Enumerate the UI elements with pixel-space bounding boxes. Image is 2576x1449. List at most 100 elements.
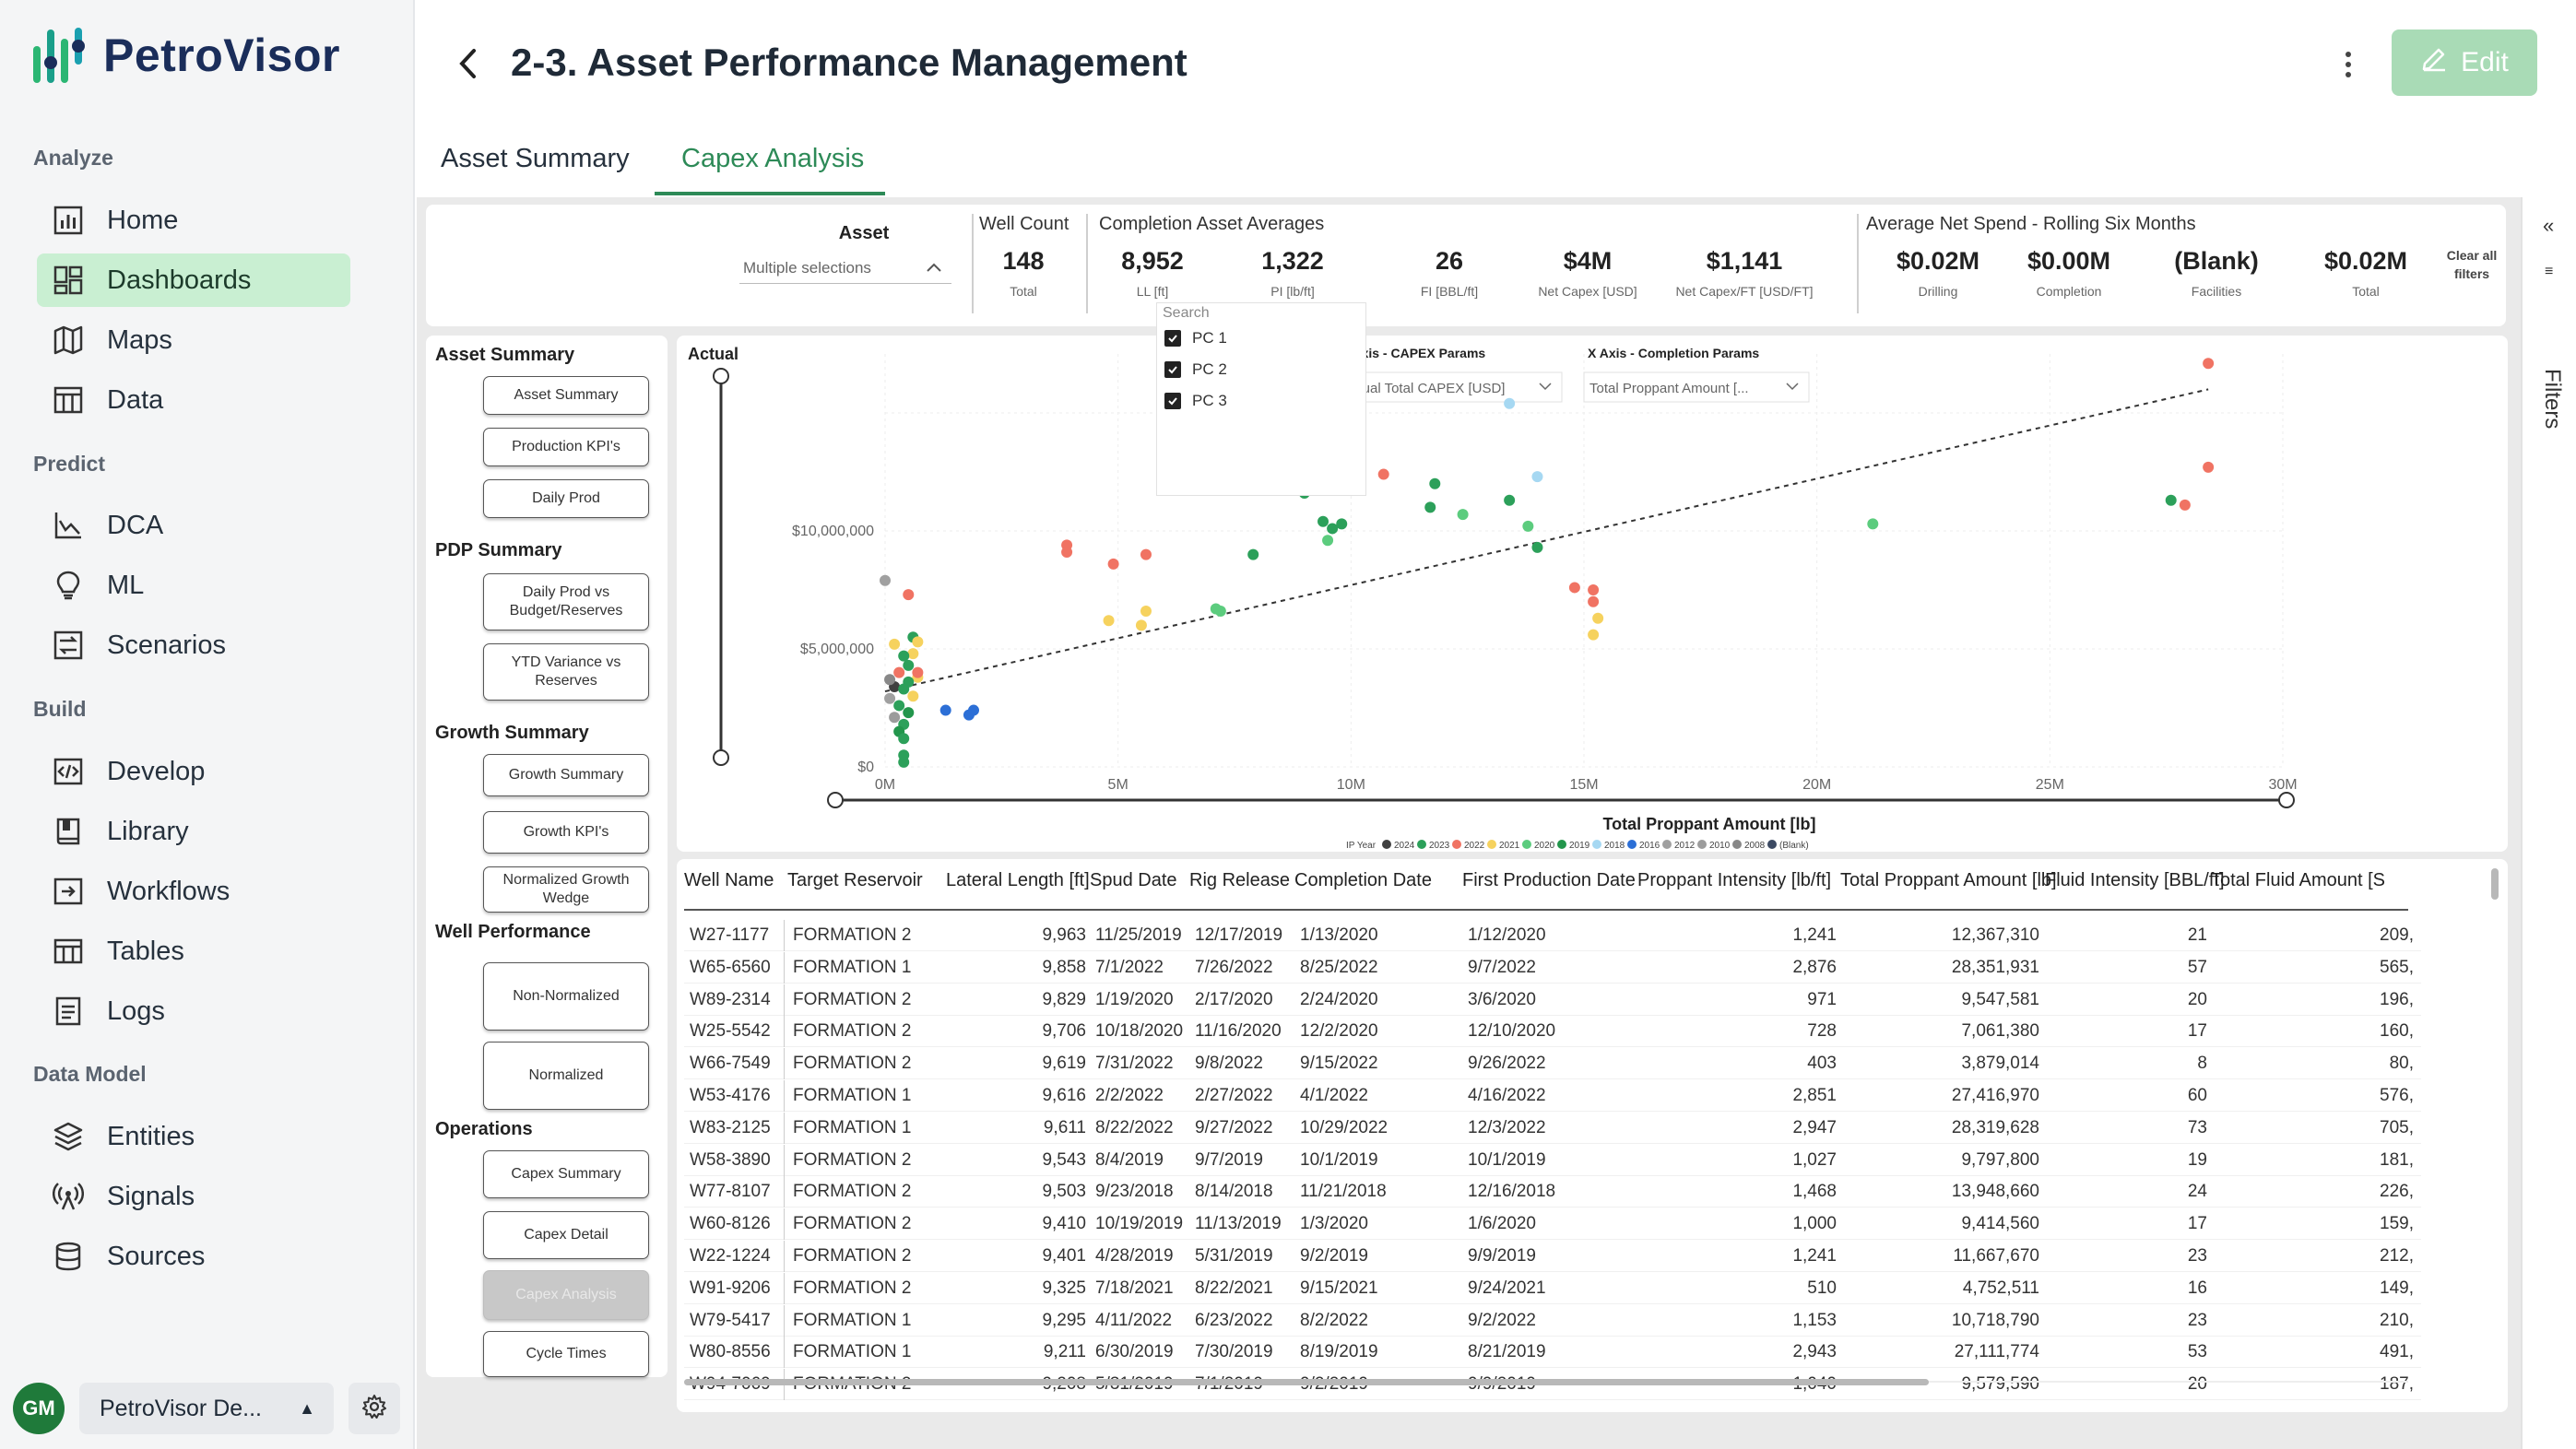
nav-item-data[interactable]: Data bbox=[37, 373, 350, 427]
column-divider bbox=[784, 984, 785, 1016]
kpi-net-capex-value: $4M bbox=[1563, 247, 1613, 275]
column-header[interactable]: First Production Date bbox=[1462, 870, 1636, 890]
slicer-option-label: PC 2 bbox=[1192, 360, 1227, 378]
section-asset-summary: Asset Summary bbox=[435, 345, 575, 365]
column-header[interactable]: Fluid Intensity [BBL/ft] bbox=[2045, 870, 2225, 890]
nav-item-library[interactable]: Library bbox=[37, 805, 350, 858]
table-row[interactable]: W77-8107 FORMATION 2 9,503 9/23/2018 8/14/20… bbox=[684, 1176, 2421, 1208]
back-button[interactable] bbox=[450, 42, 487, 88]
table-row[interactable]: W83-2125 FORMATION 1 9,611 8/22/2022 9/27/20… bbox=[684, 1112, 2421, 1144]
table-cell: W83-2125 bbox=[690, 1117, 771, 1137]
btn-capex-detail[interactable]: Capex Detail bbox=[483, 1211, 649, 1259]
nav-item-sources[interactable]: Sources bbox=[37, 1230, 350, 1283]
column-header[interactable]: Total Proppant Amount [lb] bbox=[1840, 870, 2057, 890]
btn-production-kpis[interactable]: Production KPI's bbox=[483, 428, 649, 466]
x-param-dropdown bbox=[1583, 371, 1810, 403]
table-cell: 11/21/2018 bbox=[1300, 1182, 1387, 1202]
nav-item-home[interactable]: Home bbox=[37, 194, 350, 247]
column-header[interactable]: Lateral Length [ft] bbox=[946, 870, 1090, 890]
nav-item-signals[interactable]: Signals bbox=[37, 1170, 350, 1223]
table-cell: 7/31/2022 bbox=[1095, 1054, 1174, 1074]
table-row[interactable]: W58-3890 FORMATION 2 9,543 8/4/2019 9/7/2019… bbox=[684, 1144, 2421, 1176]
table-cell: 11/25/2019 bbox=[1095, 925, 1182, 945]
horizontal-scrollbar[interactable] bbox=[684, 1379, 1929, 1385]
nav-item-maps[interactable]: Maps bbox=[37, 313, 350, 367]
table-row[interactable]: W53-4176 FORMATION 1 9,616 2/2/2022 2/27/202… bbox=[684, 1080, 2421, 1112]
btn-asset-summary[interactable]: Asset Summary bbox=[483, 376, 649, 415]
slicer-option-pc1[interactable]: PC 1 bbox=[1164, 329, 1227, 348]
column-header[interactable]: Proppant Intensity [lb/ft] bbox=[1637, 870, 1832, 890]
nav-item-scenarios[interactable]: Scenarios bbox=[37, 618, 350, 672]
clear-all-filters-button[interactable]: Clear all filters bbox=[2446, 248, 2498, 281]
nav-item-logs[interactable]: Logs bbox=[37, 984, 350, 1038]
btn-growth-kpis[interactable]: Growth KPI's bbox=[483, 811, 649, 854]
btn-capex-summary[interactable]: Capex Summary bbox=[483, 1150, 649, 1198]
nav-item-dashboards[interactable]: Dashboards bbox=[37, 253, 350, 307]
table-cell: 1/12/2020 bbox=[1468, 925, 1546, 945]
btn-daily-prod-vs-budget[interactable]: Daily Prod vs Budget/Reserves bbox=[483, 573, 649, 630]
table-row[interactable]: W91-9206 FORMATION 2 9,325 7/18/2021 8/22/20… bbox=[684, 1272, 2421, 1304]
btn-cycle-times[interactable]: Cycle Times bbox=[483, 1331, 649, 1377]
table-cell: 60 bbox=[2187, 1086, 2207, 1105]
nav-item-develop[interactable]: Develop bbox=[37, 745, 350, 798]
btn-ytd-variance[interactable]: YTD Variance vs Reserves bbox=[483, 643, 649, 701]
table-cell: 9/2/2019 bbox=[1300, 1246, 1368, 1266]
btn-capex-analysis[interactable]: Capex Analysis bbox=[483, 1270, 649, 1320]
more-options-button[interactable] bbox=[2334, 46, 2362, 83]
table-cell: 10,718,790 bbox=[1951, 1310, 2039, 1330]
table-cell: 7,061,380 bbox=[1961, 1021, 2039, 1042]
table-row[interactable]: W80-8556 FORMATION 1 9,211 6/30/2019 7/30/20… bbox=[684, 1337, 2421, 1369]
tab-capex-analysis[interactable]: Capex Analysis bbox=[681, 144, 865, 173]
nav-item-dca[interactable]: DCA bbox=[37, 499, 350, 552]
slicer-option-pc3[interactable]: PC 3 bbox=[1164, 392, 1227, 410]
table-cell: 8 bbox=[2197, 1054, 2207, 1074]
table-cell: 705, bbox=[2380, 1117, 2414, 1137]
table-row[interactable]: W79-5417 FORMATION 1 9,295 4/11/2022 6/23/20… bbox=[684, 1304, 2421, 1337]
legend-label: 2021 bbox=[1499, 841, 1520, 851]
slicer-option-pc2[interactable]: PC 2 bbox=[1164, 360, 1227, 379]
settings-button[interactable] bbox=[349, 1383, 400, 1434]
nav-item-entities[interactable]: Entities bbox=[37, 1110, 350, 1163]
btn-normalized-growth-wedge[interactable]: Normalized Growth Wedge bbox=[483, 866, 649, 913]
column-header[interactable]: Spud Date bbox=[1090, 870, 1177, 890]
table-row[interactable]: W27-1177 FORMATION 2 9,963 11/25/2019 12/17/… bbox=[684, 920, 2421, 951]
btn-growth-summary[interactable]: Growth Summary bbox=[483, 754, 649, 796]
table-row[interactable]: W89-2314 FORMATION 2 9,829 1/19/2020 2/17/20… bbox=[684, 984, 2421, 1016]
table-cell: 1,241 bbox=[1792, 925, 1837, 945]
nav-item-tables[interactable]: Tables bbox=[37, 925, 350, 978]
edit-button[interactable]: Edit bbox=[2392, 29, 2537, 96]
filters-pane[interactable]: « ≡ Filters bbox=[2521, 197, 2576, 1449]
column-header[interactable]: Rig Release bbox=[1189, 870, 1290, 890]
column-header[interactable]: Well Name bbox=[684, 870, 774, 890]
table-row[interactable]: W65-6560 FORMATION 1 9,858 7/1/2022 7/26/202… bbox=[684, 951, 2421, 984]
kpi-fi-value: 26 bbox=[1435, 247, 1464, 275]
legend-label: 2019 bbox=[1569, 841, 1590, 851]
asset-slicer-dropdown[interactable]: Multiple selections bbox=[739, 253, 951, 284]
tab-asset-summary[interactable]: Asset Summary bbox=[441, 144, 630, 173]
avatar[interactable]: GM bbox=[13, 1383, 65, 1434]
vertical-scrollbar[interactable] bbox=[2491, 868, 2499, 900]
spend-drilling-value: $0.02M bbox=[1896, 247, 1980, 275]
table-cell: 2,943 bbox=[1792, 1342, 1837, 1362]
workspace-selector[interactable]: PetroVisor De... ▲ bbox=[79, 1383, 334, 1434]
scatter-chart[interactable]: Actual $0 $5,000,000 $10,000,000 0M 5M 10M 15M 2… bbox=[677, 336, 2508, 852]
column-header[interactable]: Completion Date bbox=[1294, 870, 1432, 890]
btn-normalized[interactable]: Normalized bbox=[483, 1042, 649, 1110]
btn-daily-prod[interactable]: Daily Prod bbox=[483, 479, 649, 518]
table-row[interactable]: W66-7549 FORMATION 2 9,619 7/31/2022 9/8/202… bbox=[684, 1048, 2421, 1080]
column-header[interactable]: Target Reservoir bbox=[787, 870, 923, 890]
table-row[interactable]: W60-8126 FORMATION 2 9,410 10/19/2019 11/13/… bbox=[684, 1208, 2421, 1241]
slicer-search[interactable]: Search bbox=[1163, 305, 1210, 321]
table-row[interactable]: W22-1224 FORMATION 2 9,401 4/28/2019 5/31/20… bbox=[684, 1241, 2421, 1272]
nav-item-ml[interactable]: ML bbox=[37, 559, 350, 612]
dashboard-icon bbox=[50, 262, 87, 299]
kpi-fi-label: FI [BBL/ft] bbox=[1420, 284, 1479, 299]
table-row[interactable]: W25-5542 FORMATION 2 9,706 10/18/2020 11/16/… bbox=[684, 1016, 2421, 1048]
data-point bbox=[1318, 515, 1329, 527]
collapse-icon[interactable]: « bbox=[2543, 214, 2555, 237]
nav-item-workflows[interactable]: Workflows bbox=[37, 865, 350, 918]
table-cell: 9,211 bbox=[1043, 1342, 1086, 1362]
column-header[interactable]: Total Fluid Amount [S bbox=[2211, 870, 2385, 890]
btn-non-normalized[interactable]: Non-Normalized bbox=[483, 962, 649, 1031]
table-cell: 9,325 bbox=[1042, 1278, 1086, 1298]
